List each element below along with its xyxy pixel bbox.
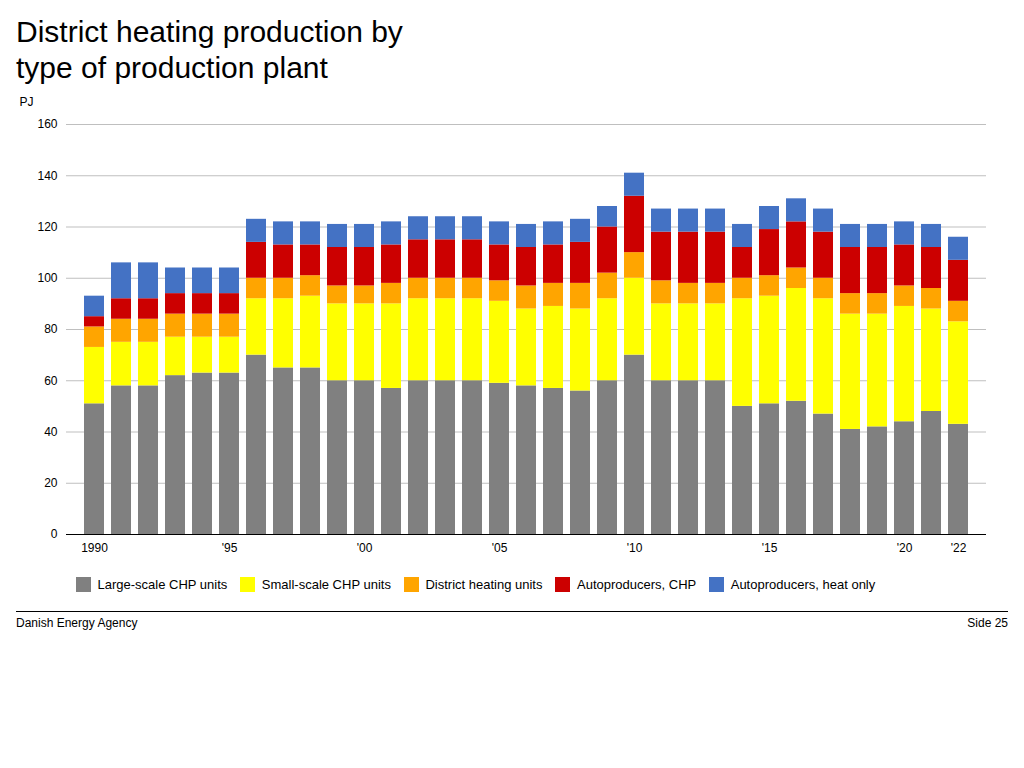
html-text:District heating production by: District heating production by type of p… (16, 15, 403, 84)
svg-text:'20: '20 (897, 541, 913, 555)
svg-text:'15: '15 (762, 541, 778, 555)
svg-text:160: 160 (37, 117, 57, 131)
html-text:Autoproducers, heat only: Autoproducers, heat only (730, 577, 876, 592)
svg-text:100: 100 (37, 271, 57, 285)
svg-text:20: 20 (44, 476, 58, 490)
svg-text:'95: '95 (222, 541, 238, 555)
svg-text:'05: '05 (492, 541, 508, 555)
svg-text:0: 0 (51, 527, 58, 541)
svg-text:'00: '00 (357, 541, 373, 555)
svg-text:40: 40 (44, 425, 58, 439)
html-text:Autoproducers, CHP: Autoproducers, CHP (577, 577, 697, 592)
html-text:Small-scale CHP units: Small-scale CHP units (261, 577, 391, 592)
svg-text:1990: 1990 (81, 541, 108, 555)
svg-text:60: 60 (44, 374, 58, 388)
svg-text:80: 80 (44, 322, 58, 336)
svg-text:PJ: PJ (20, 95, 34, 109)
html-text:Large-scale CHP units: Large-scale CHP units (97, 577, 228, 592)
html-text:Side 25: Side 25 (967, 616, 1008, 630)
svg-text:'22: '22 (951, 541, 967, 555)
svg-text:140: 140 (37, 169, 57, 183)
html-text:Danish Energy Agency: Danish Energy Agency (16, 616, 138, 630)
svg-text:120: 120 (37, 220, 57, 234)
html-text:District heating units: District heating units (425, 577, 543, 592)
svg-text:'10: '10 (627, 541, 643, 555)
